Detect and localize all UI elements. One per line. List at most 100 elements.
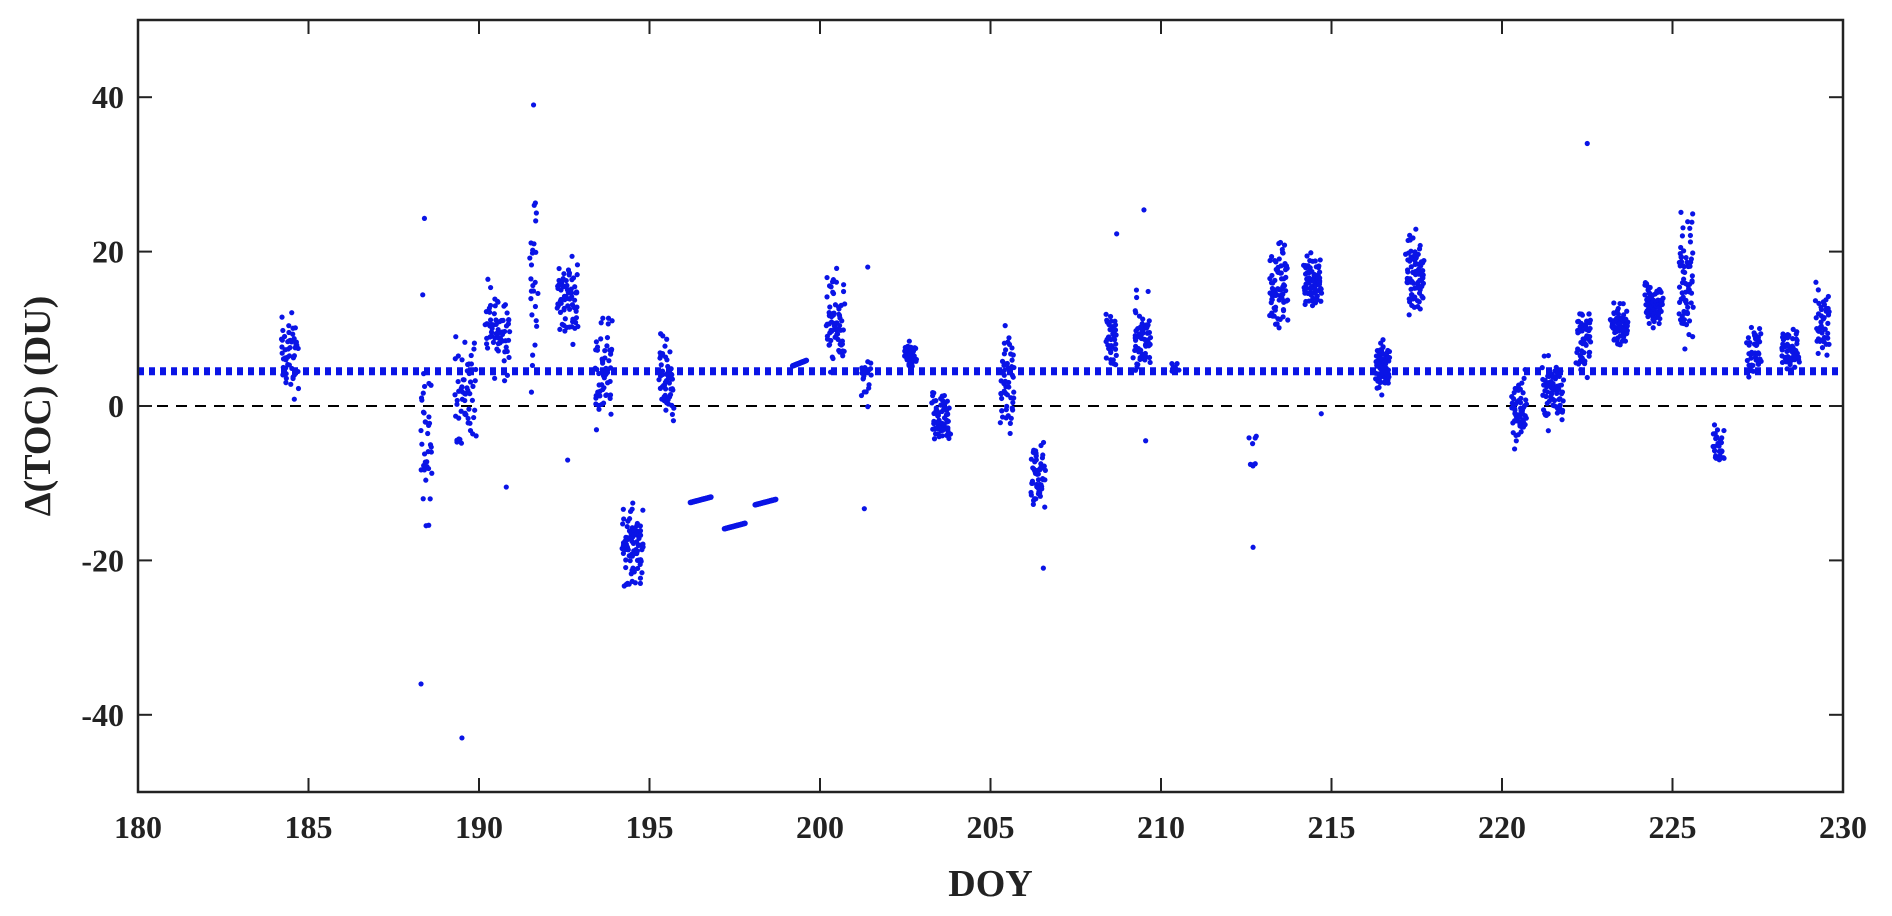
data-point — [473, 366, 479, 373]
data-point — [1682, 289, 1689, 295]
data-point — [1523, 397, 1529, 403]
data-point — [605, 321, 611, 327]
data-point — [1714, 427, 1721, 433]
data-point — [1820, 316, 1827, 322]
data-point — [1304, 285, 1310, 291]
data-point — [1584, 374, 1590, 381]
data-point — [1684, 309, 1690, 315]
data-point — [425, 465, 432, 472]
data-point — [427, 442, 434, 448]
data-point — [1688, 259, 1694, 265]
data-point — [554, 305, 560, 311]
data-point — [1796, 359, 1802, 365]
data-point — [1586, 349, 1592, 356]
data-point — [558, 300, 564, 306]
data-point — [1815, 287, 1821, 293]
data-point — [1249, 441, 1256, 447]
data-point — [295, 385, 302, 392]
data-point — [1690, 250, 1696, 256]
data-point — [1277, 239, 1284, 246]
data-point — [1624, 330, 1630, 337]
data-point — [1001, 351, 1008, 357]
data-point — [290, 331, 296, 337]
data-point — [1250, 544, 1256, 550]
data-point — [1284, 265, 1290, 271]
data-point — [1285, 297, 1291, 303]
data-point — [861, 506, 867, 512]
data-point — [1584, 140, 1590, 147]
data-point — [1748, 355, 1754, 361]
data-point — [1316, 281, 1323, 287]
data-point — [858, 392, 865, 399]
data-point — [658, 362, 664, 368]
data-point — [1825, 320, 1831, 326]
data-point — [931, 390, 937, 396]
data-point — [1681, 248, 1687, 254]
data-point — [470, 383, 476, 389]
data-point — [503, 484, 509, 490]
data-point — [465, 415, 471, 422]
data-point — [1689, 279, 1695, 285]
data-point — [1825, 293, 1831, 300]
data-point — [1042, 504, 1048, 510]
data-point — [634, 548, 641, 554]
data-point — [421, 215, 428, 222]
data-point — [505, 321, 511, 327]
data-point — [507, 329, 513, 335]
data-point — [834, 331, 841, 337]
data-point — [1683, 255, 1689, 261]
data-point — [841, 348, 847, 354]
data-point — [1004, 403, 1010, 409]
data-point — [458, 440, 465, 446]
data-point — [660, 333, 666, 339]
data-point — [945, 418, 951, 424]
data-point — [1140, 316, 1146, 322]
data-point — [452, 392, 458, 398]
data-point — [828, 337, 834, 344]
data-point — [1747, 339, 1753, 346]
data-point — [1681, 264, 1687, 270]
data-point — [279, 350, 285, 356]
data-point — [563, 293, 569, 299]
data-point — [632, 580, 638, 586]
data-point — [295, 345, 301, 352]
data-point — [1711, 443, 1718, 450]
data-point — [291, 396, 297, 402]
data-point — [1276, 256, 1282, 262]
data-point — [283, 380, 289, 386]
data-point — [1035, 471, 1041, 477]
data-point — [1280, 314, 1286, 320]
data-point — [945, 411, 951, 417]
x-tick-label: 185 — [285, 809, 333, 845]
data-point — [608, 348, 614, 354]
data-point — [571, 297, 578, 303]
data-point — [1611, 300, 1617, 306]
data-point — [623, 564, 629, 571]
data-point — [288, 381, 294, 387]
data-point — [671, 405, 677, 411]
data-point — [569, 253, 575, 259]
data-point — [1252, 461, 1258, 467]
data-point — [1587, 333, 1593, 340]
data-point — [1521, 375, 1527, 381]
data-point — [742, 520, 748, 527]
data-point — [429, 470, 435, 476]
data-point — [1146, 354, 1153, 361]
data-point — [1408, 264, 1414, 270]
data-point — [1795, 354, 1802, 360]
data-point — [913, 356, 920, 363]
data-point — [1246, 435, 1252, 441]
data-point — [824, 294, 830, 300]
data-point — [572, 284, 578, 290]
data-point — [1517, 399, 1524, 406]
data-point — [535, 290, 541, 297]
data-point — [1656, 320, 1662, 327]
data-point — [1676, 284, 1683, 290]
data-point — [1010, 352, 1016, 358]
data-point — [1276, 325, 1282, 331]
data-point — [772, 496, 779, 503]
data-point — [1030, 501, 1036, 507]
x-tick-label: 205 — [967, 809, 1015, 845]
data-point — [1145, 322, 1151, 328]
